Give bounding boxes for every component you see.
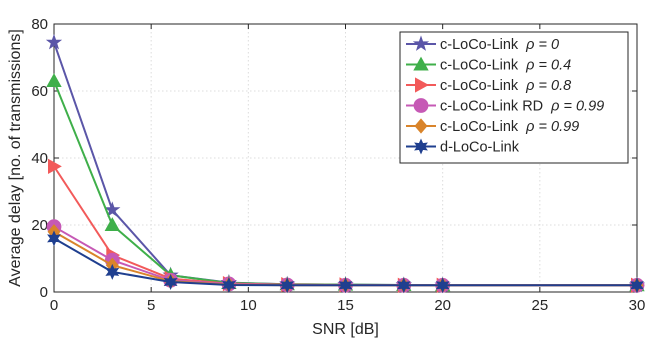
y-tick-label: 60 <box>31 83 48 100</box>
data-point <box>221 276 236 293</box>
x-tick-label: 0 <box>50 297 58 314</box>
legend-label: c-LoCo-Link ρ = 0.99 <box>440 119 579 135</box>
legend-box <box>399 31 629 164</box>
data-point <box>396 277 411 294</box>
data-point <box>105 263 120 280</box>
data-point <box>104 201 121 217</box>
y-tick-label: 20 <box>31 217 48 234</box>
x-tick-label: 15 <box>337 297 354 314</box>
legend-item: c-LoCo-Link RD ρ = 0.99 <box>406 98 604 115</box>
series-6 <box>47 230 644 294</box>
data-point <box>47 230 61 247</box>
legend-marker <box>414 77 429 93</box>
x-tick-label: 5 <box>147 297 155 314</box>
data-point <box>45 33 63 50</box>
legend-item: c-LoCo-Link ρ = 0 <box>406 35 559 53</box>
legend-marker <box>414 118 428 134</box>
data-point <box>630 277 644 294</box>
legend-label: c-LoCo-Link ρ = 0.8 <box>440 78 571 94</box>
data-point <box>46 73 62 87</box>
data-point <box>338 277 353 294</box>
x-tick-label: 30 <box>629 297 646 314</box>
x-tick-label: 25 <box>531 297 548 314</box>
x-tick-label: 20 <box>434 297 451 314</box>
legend-label: d-LoCo-Link <box>440 140 520 156</box>
series-layer <box>45 33 646 294</box>
legend-item: c-LoCo-Link ρ = 0.4 <box>406 56 571 74</box>
legend-marker <box>412 35 430 51</box>
data-point <box>163 273 178 290</box>
legend-label: c-LoCo-Link ρ = 0 <box>440 37 559 53</box>
legend-label: c-LoCo-Link RD ρ = 0.99 <box>440 99 604 115</box>
legend-marker <box>414 138 428 155</box>
legend-label: c-LoCo-Link ρ = 0.4 <box>440 58 571 74</box>
legend-item: c-LoCo-Link ρ = 0.8 <box>406 77 571 94</box>
data-point <box>435 277 450 294</box>
x-axis-label: SNR [dB] <box>312 321 379 338</box>
data-point <box>280 277 295 294</box>
legend-marker <box>413 56 429 71</box>
legend-item: c-LoCo-Link ρ = 0.99 <box>406 118 579 135</box>
y-axis-label: Average delay [no. of transmissions] <box>7 29 24 287</box>
legend-marker <box>413 98 429 113</box>
y-tick-label: 0 <box>40 284 48 301</box>
data-point <box>104 217 120 232</box>
y-tick-label: 40 <box>31 150 48 167</box>
data-point <box>48 158 62 175</box>
legend-item: d-LoCo-Link <box>406 138 520 156</box>
x-tick-label: 10 <box>240 297 257 314</box>
y-tick-label: 80 <box>31 16 48 33</box>
x-axis-ticks: 0 5 10 15 20 25 30 <box>50 24 646 314</box>
legend: c-LoCo-Link ρ = 0 c-LoCo-Link ρ = 0.4 c-LoCo… <box>399 31 629 164</box>
